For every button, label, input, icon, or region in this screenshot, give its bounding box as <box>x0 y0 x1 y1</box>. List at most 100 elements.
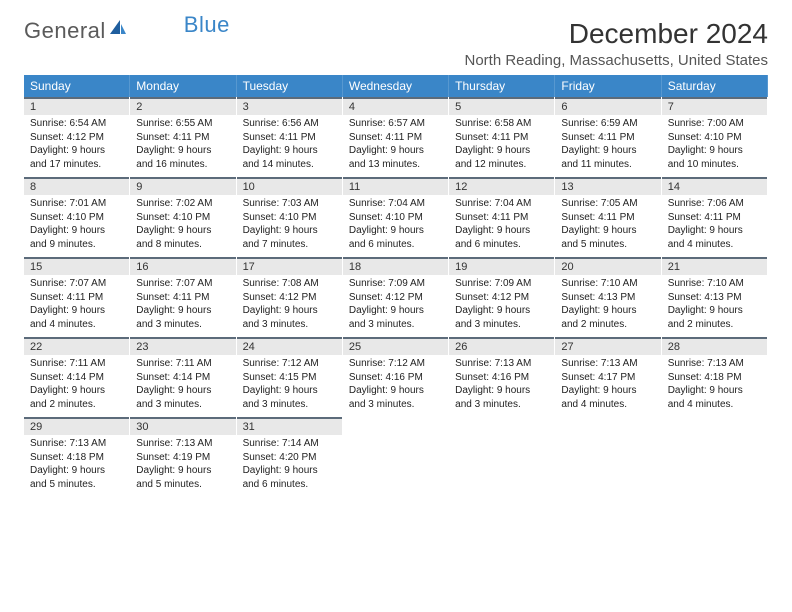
sunset-text: Sunset: 4:10 PM <box>668 131 761 145</box>
day-details: Sunrise: 7:06 AMSunset: 4:11 PMDaylight:… <box>662 195 767 257</box>
sunset-text: Sunset: 4:10 PM <box>30 211 123 225</box>
sunset-text: Sunset: 4:10 PM <box>349 211 442 225</box>
day-number: 17 <box>237 257 342 275</box>
day-details: Sunrise: 7:13 AMSunset: 4:17 PMDaylight:… <box>555 355 660 417</box>
sunrise-text: Sunrise: 6:59 AM <box>561 117 654 131</box>
brand-logo: General Blue <box>24 18 176 44</box>
day-cell: 15Sunrise: 7:07 AMSunset: 4:11 PMDayligh… <box>24 257 130 337</box>
day-number: 8 <box>24 177 129 195</box>
sunset-text: Sunset: 4:13 PM <box>668 291 761 305</box>
day-cell: 10Sunrise: 7:03 AMSunset: 4:10 PMDayligh… <box>237 177 343 257</box>
daylight-text: Daylight: 9 hours and 3 minutes. <box>349 384 442 411</box>
day-details: Sunrise: 6:56 AMSunset: 4:11 PMDaylight:… <box>237 115 342 177</box>
sunset-text: Sunset: 4:10 PM <box>243 211 336 225</box>
sunset-text: Sunset: 4:17 PM <box>561 371 654 385</box>
sunrise-text: Sunrise: 7:13 AM <box>30 437 123 451</box>
day-cell: 3Sunrise: 6:56 AMSunset: 4:11 PMDaylight… <box>237 97 343 177</box>
day-details: Sunrise: 7:08 AMSunset: 4:12 PMDaylight:… <box>237 275 342 337</box>
day-cell: 8Sunrise: 7:01 AMSunset: 4:10 PMDaylight… <box>24 177 130 257</box>
calendar-page: General Blue December 2024 North Reading… <box>0 0 792 515</box>
sunset-text: Sunset: 4:12 PM <box>455 291 548 305</box>
day-details: Sunrise: 6:54 AMSunset: 4:12 PMDaylight:… <box>24 115 129 177</box>
weeks-container: 1Sunrise: 6:54 AMSunset: 4:12 PMDaylight… <box>24 97 768 497</box>
day-details: Sunrise: 7:07 AMSunset: 4:11 PMDaylight:… <box>130 275 235 337</box>
day-cell: 9Sunrise: 7:02 AMSunset: 4:10 PMDaylight… <box>130 177 236 257</box>
day-number: 11 <box>343 177 448 195</box>
daylight-text: Daylight: 9 hours and 8 minutes. <box>136 224 229 251</box>
daylight-text: Daylight: 9 hours and 2 minutes. <box>668 304 761 331</box>
day-number: 31 <box>237 417 342 435</box>
day-cell: . <box>555 417 661 497</box>
day-cell: 17Sunrise: 7:08 AMSunset: 4:12 PMDayligh… <box>237 257 343 337</box>
weekday-header-row: Sunday Monday Tuesday Wednesday Thursday… <box>24 75 768 97</box>
day-details: Sunrise: 7:01 AMSunset: 4:10 PMDaylight:… <box>24 195 129 257</box>
sunset-text: Sunset: 4:11 PM <box>561 131 654 145</box>
day-details: Sunrise: 7:04 AMSunset: 4:10 PMDaylight:… <box>343 195 448 257</box>
day-cell: 13Sunrise: 7:05 AMSunset: 4:11 PMDayligh… <box>555 177 661 257</box>
sunset-text: Sunset: 4:11 PM <box>455 131 548 145</box>
week-row: 15Sunrise: 7:07 AMSunset: 4:11 PMDayligh… <box>24 257 768 337</box>
daylight-text: Daylight: 9 hours and 13 minutes. <box>349 144 442 171</box>
day-cell: 1Sunrise: 6:54 AMSunset: 4:12 PMDaylight… <box>24 97 130 177</box>
day-cell: . <box>343 417 449 497</box>
day-cell: 22Sunrise: 7:11 AMSunset: 4:14 PMDayligh… <box>24 337 130 417</box>
sunset-text: Sunset: 4:12 PM <box>30 131 123 145</box>
sunrise-text: Sunrise: 7:11 AM <box>30 357 123 371</box>
sunset-text: Sunset: 4:12 PM <box>349 291 442 305</box>
sunrise-text: Sunrise: 7:13 AM <box>136 437 229 451</box>
day-details: Sunrise: 7:10 AMSunset: 4:13 PMDaylight:… <box>662 275 767 337</box>
sunrise-text: Sunrise: 6:57 AM <box>349 117 442 131</box>
daylight-text: Daylight: 9 hours and 11 minutes. <box>561 144 654 171</box>
day-number: 26 <box>449 337 554 355</box>
day-cell: . <box>662 417 768 497</box>
day-number: 23 <box>130 337 235 355</box>
sunrise-text: Sunrise: 7:06 AM <box>668 197 761 211</box>
day-cell: 26Sunrise: 7:13 AMSunset: 4:16 PMDayligh… <box>449 337 555 417</box>
weekday-header: Saturday <box>662 75 768 97</box>
day-number: 20 <box>555 257 660 275</box>
location-subtitle: North Reading, Massachusetts, United Sta… <box>465 52 769 69</box>
day-details: Sunrise: 7:09 AMSunset: 4:12 PMDaylight:… <box>343 275 448 337</box>
day-number: 12 <box>449 177 554 195</box>
weekday-header: Sunday <box>24 75 130 97</box>
sunset-text: Sunset: 4:14 PM <box>30 371 123 385</box>
sunset-text: Sunset: 4:11 PM <box>668 211 761 225</box>
sunrise-text: Sunrise: 7:09 AM <box>455 277 548 291</box>
daylight-text: Daylight: 9 hours and 14 minutes. <box>243 144 336 171</box>
sunset-text: Sunset: 4:11 PM <box>30 291 123 305</box>
sunrise-text: Sunrise: 7:14 AM <box>243 437 336 451</box>
daylight-text: Daylight: 9 hours and 12 minutes. <box>455 144 548 171</box>
daylight-text: Daylight: 9 hours and 4 minutes. <box>30 304 123 331</box>
daylight-text: Daylight: 9 hours and 2 minutes. <box>30 384 123 411</box>
sunset-text: Sunset: 4:11 PM <box>243 131 336 145</box>
calendar-grid: Sunday Monday Tuesday Wednesday Thursday… <box>24 75 768 497</box>
day-number: 16 <box>130 257 235 275</box>
sunset-text: Sunset: 4:16 PM <box>349 371 442 385</box>
daylight-text: Daylight: 9 hours and 9 minutes. <box>30 224 123 251</box>
day-details: Sunrise: 7:05 AMSunset: 4:11 PMDaylight:… <box>555 195 660 257</box>
day-cell: 21Sunrise: 7:10 AMSunset: 4:13 PMDayligh… <box>662 257 768 337</box>
page-header: General Blue December 2024 North Reading… <box>24 18 768 69</box>
sunset-text: Sunset: 4:11 PM <box>455 211 548 225</box>
sunrise-text: Sunrise: 7:12 AM <box>243 357 336 371</box>
daylight-text: Daylight: 9 hours and 3 minutes. <box>243 304 336 331</box>
day-details: Sunrise: 6:57 AMSunset: 4:11 PMDaylight:… <box>343 115 448 177</box>
day-details: Sunrise: 7:13 AMSunset: 4:19 PMDaylight:… <box>130 435 235 497</box>
daylight-text: Daylight: 9 hours and 3 minutes. <box>455 304 548 331</box>
day-number: 1 <box>24 97 129 115</box>
sunset-text: Sunset: 4:16 PM <box>455 371 548 385</box>
day-number: 13 <box>555 177 660 195</box>
week-row: 8Sunrise: 7:01 AMSunset: 4:10 PMDaylight… <box>24 177 768 257</box>
weekday-header: Tuesday <box>237 75 343 97</box>
daylight-text: Daylight: 9 hours and 4 minutes. <box>668 384 761 411</box>
day-details: Sunrise: 6:59 AMSunset: 4:11 PMDaylight:… <box>555 115 660 177</box>
month-title: December 2024 <box>465 18 769 50</box>
day-number: 4 <box>343 97 448 115</box>
sunset-text: Sunset: 4:15 PM <box>243 371 336 385</box>
day-cell: 6Sunrise: 6:59 AMSunset: 4:11 PMDaylight… <box>555 97 661 177</box>
sunset-text: Sunset: 4:18 PM <box>668 371 761 385</box>
day-cell: 25Sunrise: 7:12 AMSunset: 4:16 PMDayligh… <box>343 337 449 417</box>
day-number: 14 <box>662 177 767 195</box>
sunrise-text: Sunrise: 7:07 AM <box>30 277 123 291</box>
daylight-text: Daylight: 9 hours and 3 minutes. <box>349 304 442 331</box>
